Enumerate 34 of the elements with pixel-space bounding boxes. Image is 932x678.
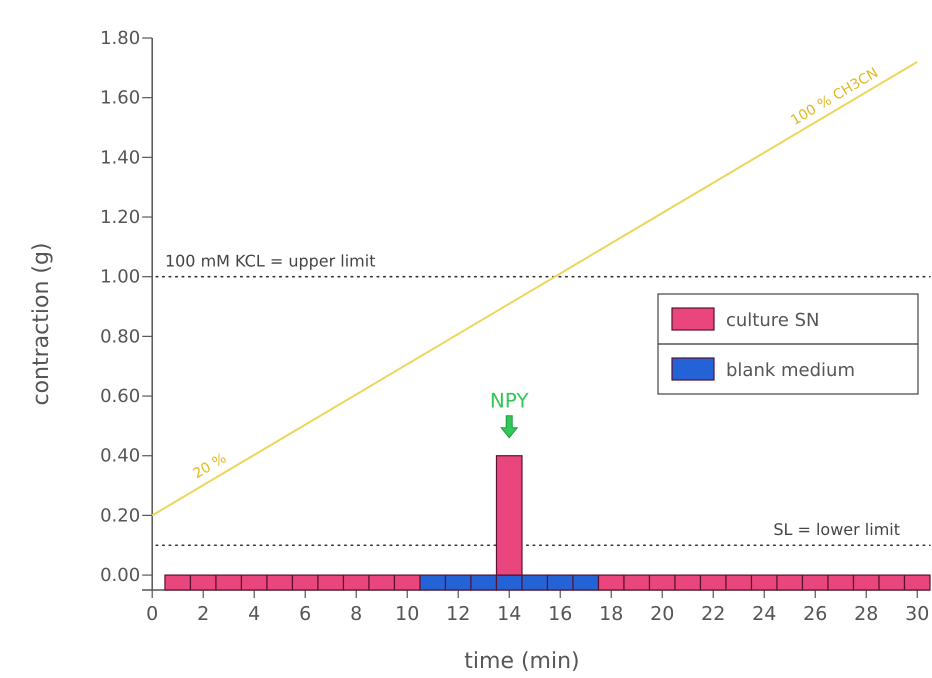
x-tick-label: 22 — [701, 603, 726, 625]
y-tick-label: 0.20 — [100, 505, 140, 526]
x-tick-label: 2 — [197, 603, 210, 625]
y-tick-label: 1.20 — [100, 207, 140, 228]
y-tick-label: 1.80 — [100, 28, 140, 49]
x-tick-label: 28 — [854, 603, 878, 625]
legend-label: culture SN — [726, 310, 820, 331]
x-tick-label: 12 — [446, 603, 470, 625]
x-tick-label: 6 — [299, 603, 312, 625]
ref-line-label: SL = lower limit — [773, 520, 900, 540]
x-tick-label: 24 — [752, 603, 776, 625]
x-tick-label: 14 — [497, 603, 522, 625]
x-tick-label: 0 — [146, 603, 158, 625]
x-tick-label: 8 — [350, 603, 362, 625]
x-tick-label: 20 — [650, 603, 674, 625]
y-tick-label: 0.40 — [100, 446, 140, 467]
y-tick-label: 1.00 — [100, 266, 140, 288]
x-tick-label: 30 — [905, 603, 930, 625]
y-tick-label: 0.00 — [100, 565, 140, 586]
x-tick-label: 4 — [248, 603, 260, 625]
y-tick-label: 1.40 — [100, 147, 140, 168]
legend-label: blank medium — [726, 360, 855, 381]
annotation: 20 % — [190, 450, 230, 482]
x-axis-title: time (min) — [464, 649, 580, 674]
y-tick-label: 1.60 — [100, 88, 140, 109]
y-axis-title: contraction (g) — [29, 242, 54, 406]
x-tick-label: 16 — [548, 603, 572, 625]
y-tick-label: 0.60 — [100, 386, 140, 408]
x-tick-label: 26 — [803, 603, 828, 625]
x-tick-label: 18 — [599, 603, 624, 625]
x-tick-label: 10 — [395, 603, 420, 625]
annotation: NPY — [490, 388, 530, 413]
ref-line-label: 100 mM KCL = upper limit — [164, 252, 376, 271]
y-tick-label: 0.80 — [100, 326, 140, 348]
